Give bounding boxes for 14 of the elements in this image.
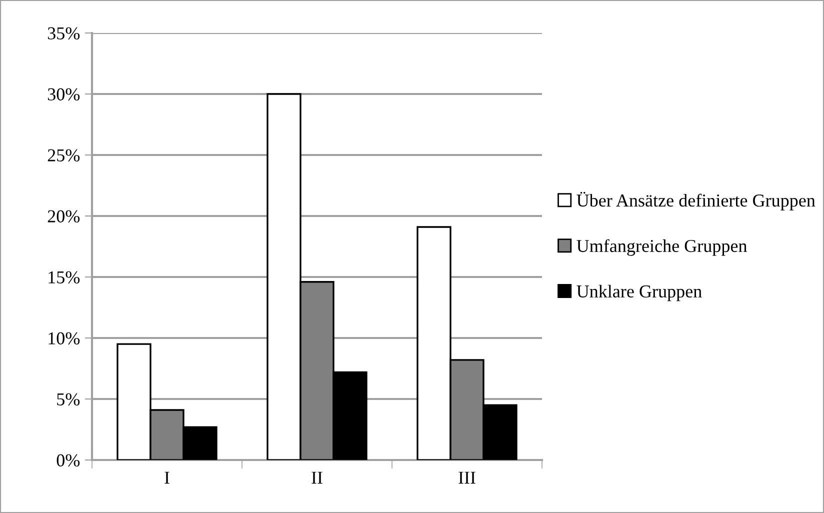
x-tick-label: II: [312, 472, 322, 484]
y-tick-label: 35%: [48, 27, 80, 40]
x-tick-label: III: [458, 472, 476, 484]
y-tick-label: 30%: [48, 88, 80, 100]
y-tick-label: 10%: [48, 332, 80, 344]
y-tick-label: 20%: [48, 210, 80, 222]
y-tick-label: 5%: [57, 393, 80, 406]
y-tick-label: 15%: [48, 271, 80, 284]
legend-label: Über Ansätze definierte Gruppen: [576, 192, 816, 210]
y-tick-label: 25%: [48, 149, 80, 162]
legend-label: Umfangreiche Gruppen: [576, 239, 747, 256]
legend-label: Unklare Gruppen: [576, 284, 702, 302]
y-tick-label: 0%: [56, 454, 80, 466]
x-tick-label: I: [164, 472, 170, 484]
